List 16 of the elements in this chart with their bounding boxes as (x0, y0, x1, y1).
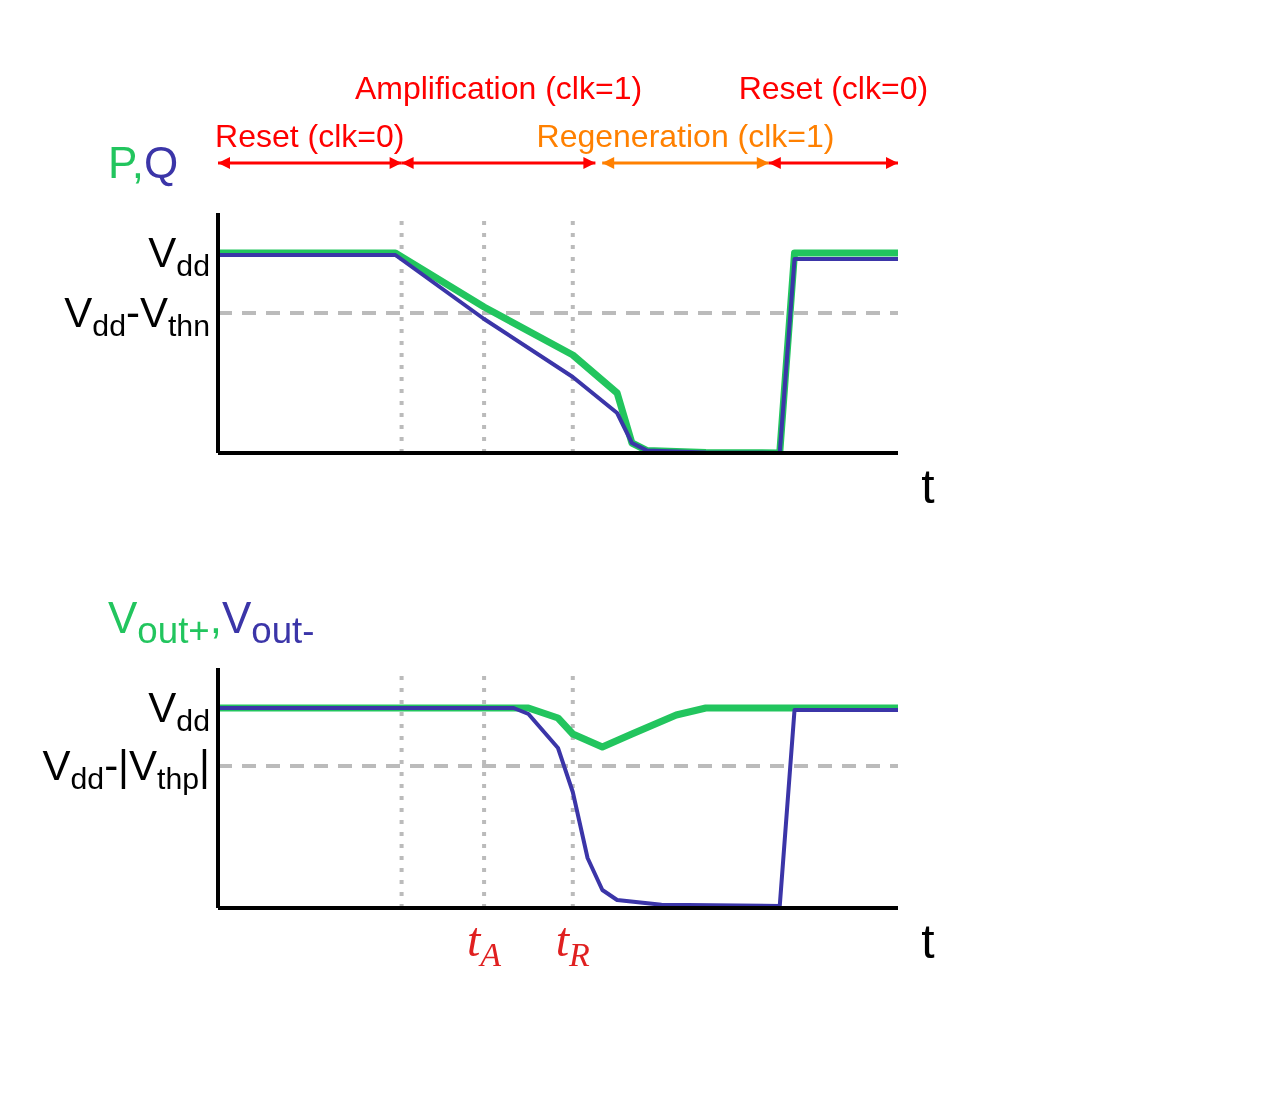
text: P, (108, 138, 144, 187)
text: V$_{dd}$ (148, 229, 210, 282)
text: Regeneration (clk=1) (536, 118, 835, 154)
series-label: V$_{out+}$, (108, 593, 222, 651)
ref-line-label: V$_{dd}$-V$_{thn}$ (64, 289, 210, 342)
text: Amplification (clk=1) (354, 70, 643, 106)
x-tick-label: t$_{A}$ (467, 913, 502, 974)
series-label: Q (143, 138, 179, 187)
text: Reset (clk=0) (215, 118, 405, 154)
x-axis-title: t (921, 915, 935, 968)
ref-line-label: V$_{dd}$-|V$_{thp}$| (42, 742, 210, 795)
x-tick-label: t$_{R}$ (555, 913, 591, 974)
series-label: V$_{out-}$ (221, 593, 315, 651)
text: V$_{dd}$ (148, 684, 210, 737)
x-axis-title: t (921, 460, 935, 513)
text: Reset (clk=0) (738, 70, 929, 106)
